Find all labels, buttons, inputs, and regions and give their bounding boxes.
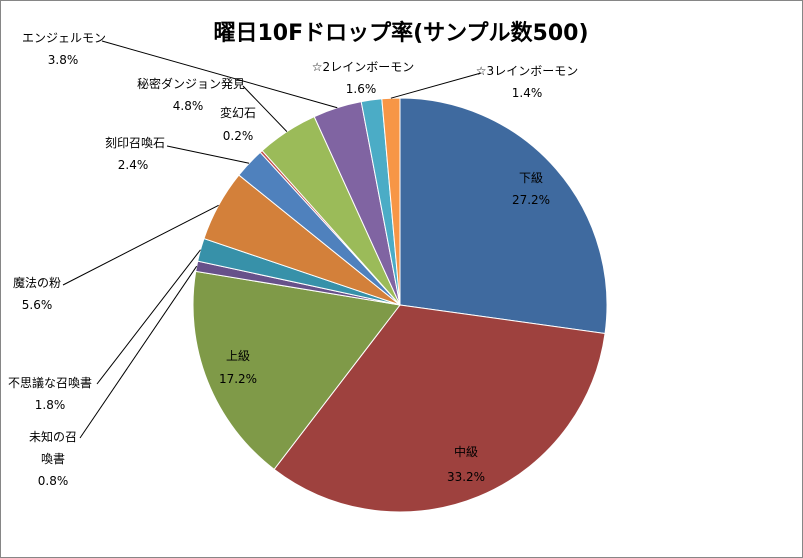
leader-line-engraved-summon-stone [166, 145, 250, 164]
pie-slice-upper-grade [192, 270, 401, 471]
slice-label-middle-grade: 中級 [454, 444, 478, 459]
data-labels: 下級 27.2% 中級 33.2% 上級 17.2% 未知の召喚書 0.8% 不思議な召喚書 1.… [8, 31, 578, 488]
slice-value-lower-grade: 27.2% [512, 193, 550, 207]
slice-value-mysterious-summon-book: 1.8% [35, 398, 66, 412]
slice-label-angemon: エンジェルモン [22, 31, 106, 45]
slice-label-unknown-summon-book: 未知の召喚書 [29, 430, 77, 466]
slice-value-engraved-summon-stone: 2.4% [118, 158, 149, 172]
slice-label-lower-grade: 下級 [519, 171, 543, 185]
leader-line-angemon [101, 40, 338, 109]
slice-label-rainbowmon-2star: ☆2レインボーモン [312, 60, 414, 74]
leader-line-secret-dungeon [242, 85, 288, 132]
leader-line-rainbowmon-3star [390, 72, 482, 99]
slice-value-upper-grade: 17.2% [219, 372, 257, 386]
slice-value-secret-dungeon: 4.8% [173, 99, 204, 113]
slice-value-middle-grade: 33.2% [447, 470, 485, 484]
pie-slice-middle-grade [273, 304, 606, 513]
slice-value-transform-stone: 0.2% [223, 129, 254, 143]
slice-label-transform-stone: 変幻石 [220, 105, 256, 120]
slice-value-rainbowmon-3star: 1.4% [512, 86, 543, 100]
pie-slices [192, 97, 608, 513]
leader-lines [62, 40, 482, 439]
chart-title: 曜日10Fドロップ率(サンプル数500) [213, 20, 588, 46]
pie-slice-lower-grade [399, 97, 608, 335]
slice-label-secret-dungeon: 秘密ダンジョン発見 [137, 76, 245, 91]
slice-label-upper-grade: 上級 [226, 349, 250, 363]
slice-value-magic-powder: 5.6% [22, 298, 53, 312]
slice-value-rainbowmon-2star: 1.6% [346, 82, 377, 96]
slice-label-magic-powder: 魔法の粉 [13, 275, 61, 290]
leader-line-unknown-summon-book [79, 265, 198, 439]
slice-label-mysterious-summon-book: 不思議な召喚書 [8, 376, 92, 390]
slice-label-rainbowmon-3star: ☆3レインボーモン [476, 64, 578, 78]
leader-line-mysterious-summon-book [96, 249, 201, 385]
slice-value-unknown-summon-book: 0.8% [38, 474, 69, 488]
leader-line-magic-powder [62, 204, 219, 286]
slice-label-engraved-summon-stone: 刻印召喚石 [105, 136, 165, 150]
pie-slice-rainbowmon-3star [381, 97, 401, 306]
slice-value-angemon: 3.8% [48, 53, 79, 67]
